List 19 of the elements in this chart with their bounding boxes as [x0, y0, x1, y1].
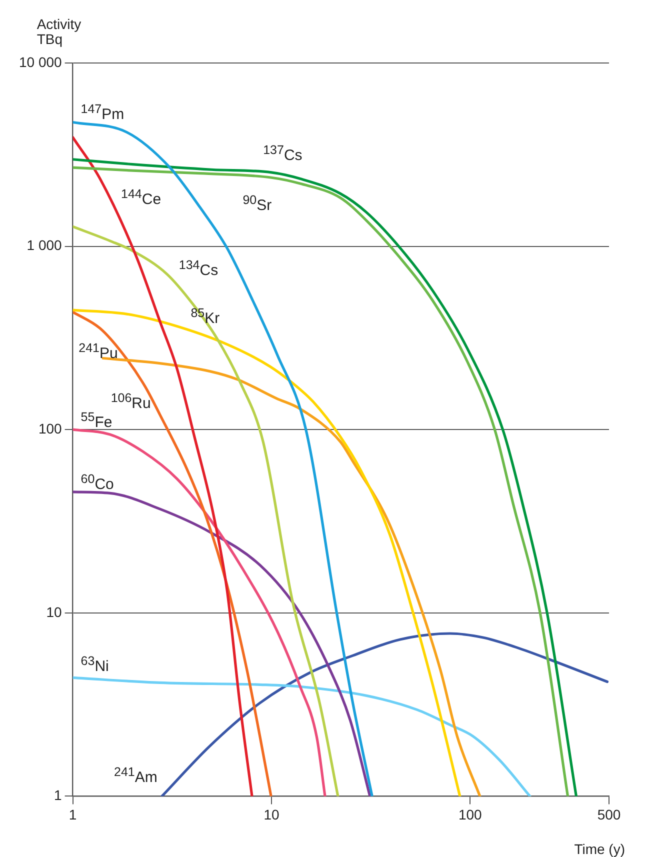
- x-tick-label: 10: [264, 806, 280, 822]
- x-tick-label: 1: [68, 806, 77, 822]
- y-tick-label: 1: [54, 787, 62, 804]
- series-label: $^{144}$Ce: [120, 186, 162, 210]
- y-tick-label: 10 000: [18, 54, 62, 70]
- series-label: $^{63}$Ni: [80, 653, 110, 676]
- series-label: $^{134}$Cs: [178, 256, 220, 280]
- y-tick-label: 1 000: [26, 237, 62, 254]
- y-tick-label: 10: [46, 604, 62, 620]
- series-label: $^{147}$Pm: [80, 101, 126, 124]
- x-tick-label: 100: [458, 806, 482, 822]
- y-tick-label: 100: [38, 420, 62, 436]
- series-label: $^{241}$Am: [113, 764, 158, 788]
- x-axis-title: Time (y): [574, 841, 625, 857]
- y-axis-title: Activity TBq: [36, 16, 82, 47]
- series-label: $^{137}$Cs: [262, 142, 304, 165]
- x-tick-label: 500: [597, 806, 621, 822]
- series-label: $^{90}$Sr: [242, 192, 273, 215]
- series-label: $^{60}$Co: [80, 470, 115, 494]
